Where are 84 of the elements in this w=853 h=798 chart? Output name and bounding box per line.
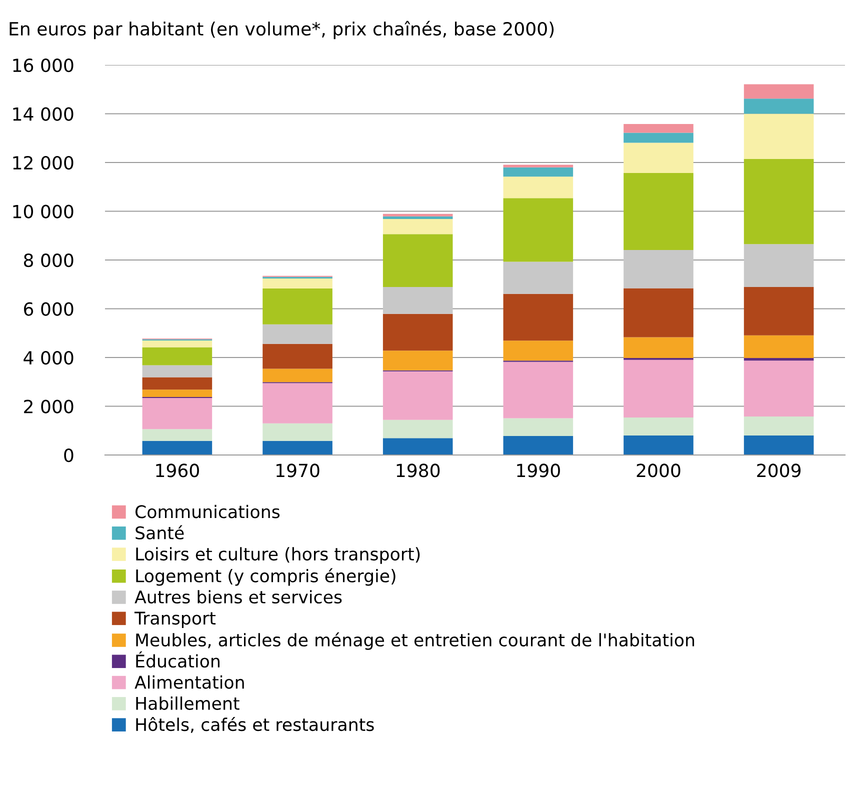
bar [142, 365, 212, 378]
bar [262, 324, 332, 344]
bar [624, 436, 694, 455]
bar [744, 244, 814, 288]
bar [744, 358, 814, 361]
y-tick-label: 2 000 [24, 400, 74, 414]
bar [382, 214, 453, 216]
bar [503, 294, 574, 341]
legend-label: Transport [134, 612, 216, 628]
bar [503, 418, 574, 436]
legend-label: Alimentation [134, 675, 244, 689]
bar [503, 340, 574, 361]
bar [382, 216, 453, 220]
legend-label: Communications [135, 504, 280, 518]
bar [503, 176, 574, 198]
y-tick-label: 14 000 [13, 107, 74, 121]
y-tick-label: 0 [64, 448, 74, 462]
bar [744, 360, 814, 416]
bar [744, 158, 814, 244]
bar [142, 377, 212, 390]
bar [382, 234, 453, 288]
bar [142, 429, 212, 441]
x-tick-label: 1970 [276, 464, 320, 478]
x-tick-label: 2009 [757, 464, 801, 478]
x-tick-label: 2000 [636, 464, 680, 478]
y-tick-label: 16 000 [13, 58, 74, 72]
bar [262, 278, 332, 289]
y-tick-label: 8 000 [24, 253, 74, 268]
chart-title: En euros par habitant (en volume*, prix chaînés, base 2000) [10, 20, 554, 40]
y-tick-label: 6 000 [24, 302, 74, 316]
bar [503, 198, 574, 262]
bar [262, 368, 332, 382]
legend-label: Loisirs et culture (hors transport) [136, 547, 420, 564]
bar [142, 340, 212, 348]
x-tick-label: 1990 [517, 464, 560, 478]
bar [382, 287, 453, 314]
bar [624, 142, 694, 173]
bar [744, 436, 814, 455]
bar [142, 398, 212, 430]
bar [744, 114, 814, 159]
bar [382, 371, 453, 420]
bar [382, 420, 453, 438]
bar [262, 423, 332, 441]
bar [624, 172, 694, 250]
bar [503, 436, 574, 455]
bar [142, 440, 212, 455]
bar [624, 288, 694, 338]
y-tick-label: 12 000 [13, 156, 74, 170]
bar [382, 438, 453, 455]
x-tick-label: 1960 [156, 464, 199, 478]
bar [262, 440, 332, 455]
legend-label: Autres biens et services [134, 590, 342, 604]
legend-label: Logement (y compris énergie) [136, 568, 396, 586]
bar [382, 314, 453, 351]
bar [382, 350, 453, 370]
x-tick-label: 1980 [396, 464, 440, 478]
legend-label: Hôtels, cafés et restaurants [136, 716, 374, 733]
legend-label: Santé [136, 525, 184, 540]
bar [142, 390, 212, 397]
bar [624, 360, 694, 418]
bar [262, 344, 332, 369]
bar [624, 132, 694, 143]
bar [262, 288, 332, 324]
y-tick-label: 4 000 [24, 350, 74, 365]
bar [624, 417, 694, 436]
bar [503, 167, 574, 177]
bar [744, 335, 814, 358]
bar [624, 337, 694, 358]
y-tick-label: 10 000 [13, 204, 74, 218]
bar [624, 250, 694, 288]
bar [744, 98, 814, 114]
bar [503, 262, 574, 294]
bar [382, 219, 453, 234]
legend-label: Éducation [136, 651, 220, 668]
bar [142, 347, 212, 366]
bar [503, 362, 574, 418]
legend-label: Habillement [136, 696, 240, 710]
bar [744, 416, 814, 436]
bar [624, 124, 694, 133]
bar [744, 84, 814, 99]
bar [262, 383, 332, 424]
bar [503, 164, 574, 168]
bar [744, 287, 814, 336]
legend-label: Meubles, articles de ménage et entretien courant de l'habitation [136, 632, 694, 650]
